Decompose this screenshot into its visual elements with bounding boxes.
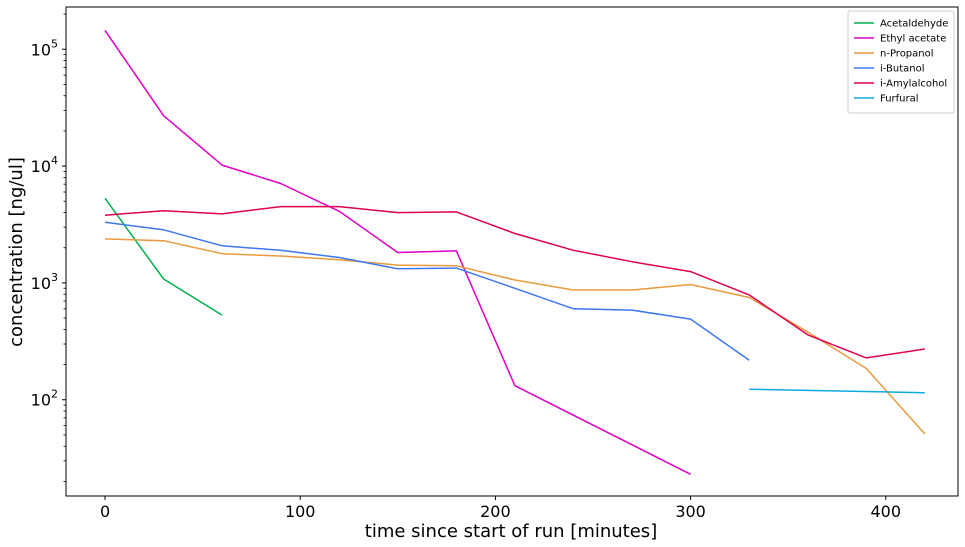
x-tick-label: 400 (871, 502, 902, 521)
legend-label: Acetaldehyde (880, 19, 948, 30)
plot-frame (65, 6, 959, 497)
series-line-5 (104, 205, 925, 359)
series-line-2 (104, 29, 691, 475)
x-axis-label: time since start of run [minutes] (365, 521, 657, 542)
series-line-6 (749, 388, 925, 394)
y-axis-label: concentration [ng/ul] (6, 157, 27, 347)
series-layer (104, 29, 926, 475)
x-tick-label: 300 (675, 502, 706, 521)
x-axis-ticks: 0 100 200 300 400 (100, 496, 901, 521)
series-line-3 (104, 238, 926, 435)
legend: Acetaldehyde Ethyl acetate n-Propanol i-But… (847, 10, 955, 114)
x-tick-label: 0 (100, 502, 110, 521)
x-tick-label: 200 (480, 502, 511, 521)
x-tick-label: 100 (285, 502, 316, 521)
legend-label: Furfural (880, 94, 919, 105)
legend-label: i-Amylalcohol (880, 79, 947, 90)
legend-label: Ethyl acetate (880, 34, 946, 45)
legend-box (847, 10, 955, 114)
series-line-4 (104, 221, 750, 361)
legend-label: i-Butanol (880, 64, 925, 75)
legend-label: n-Propanol (880, 49, 934, 60)
